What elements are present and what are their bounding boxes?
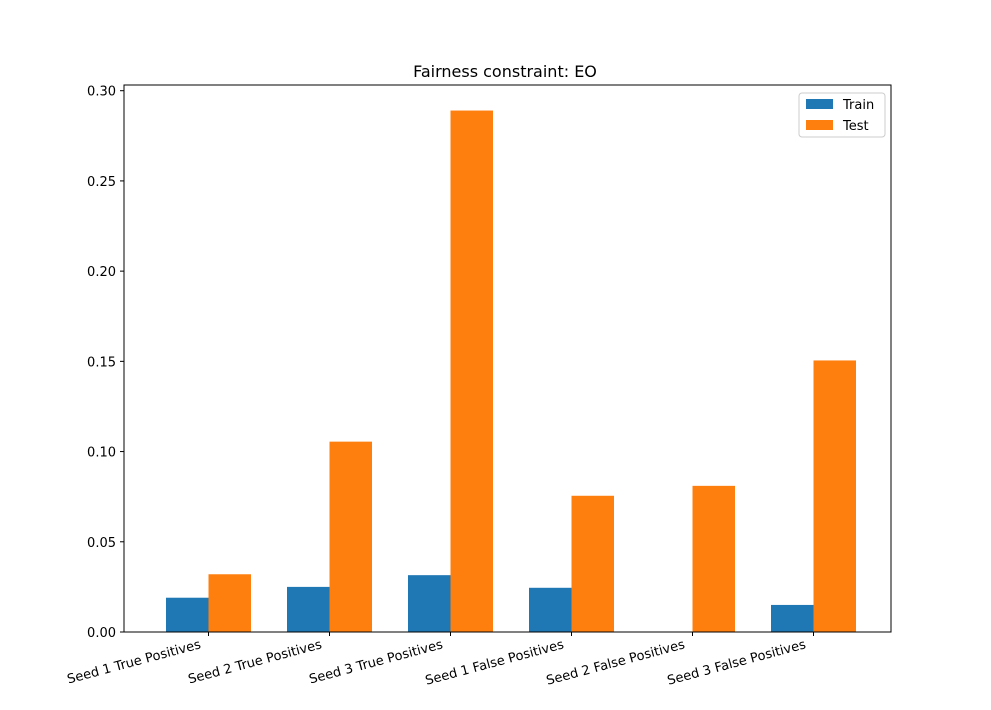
y-axis: 0.00 0.05 0.10 0.15 0.20 0.25 0.30: [87, 85, 124, 641]
x-tick-label: Seed 1 True Positives: [66, 637, 203, 687]
bar-train-1: [166, 597, 209, 632]
bar-train-6: [771, 604, 814, 632]
x-tick-label: Seed 2 True Positives: [187, 637, 324, 687]
y-tick-label: 0.20: [87, 265, 116, 280]
x-tick-label: Seed 3 True Positives: [308, 637, 445, 687]
y-tick-label: 0.30: [87, 85, 116, 100]
x-tick-label: Seed 1 False Positives: [424, 637, 566, 688]
bar-test-6: [813, 360, 856, 632]
x-tick-label: Seed 3 False Positives: [666, 637, 808, 688]
bar-test-1: [208, 574, 251, 632]
legend-swatch-train: [806, 99, 833, 109]
legend-label-train: Train: [842, 98, 874, 113]
bar-test-4: [571, 495, 614, 632]
x-tick-label: Seed 2 False Positives: [545, 637, 687, 688]
y-tick-label: 0.15: [87, 355, 116, 370]
legend: Train Test: [798, 92, 886, 138]
bar-train-3: [408, 575, 451, 632]
bar-test-2: [329, 441, 372, 632]
bar-train-2: [287, 586, 330, 632]
y-tick-label: 0.25: [87, 175, 116, 190]
bar-test-3: [450, 110, 493, 632]
legend-label-test: Test: [842, 119, 869, 134]
y-tick-label: 0.05: [87, 536, 116, 551]
y-tick-label: 0.10: [87, 446, 116, 461]
bars-layer: [166, 110, 856, 632]
legend-swatch-test: [806, 120, 833, 130]
y-tick-label: 0.00: [87, 626, 116, 641]
plot-frame: [123, 84, 892, 633]
bar-test-5: [692, 485, 735, 632]
chart-title: Fairness constraint: EO: [413, 62, 597, 81]
bar-train-4: [529, 587, 572, 632]
